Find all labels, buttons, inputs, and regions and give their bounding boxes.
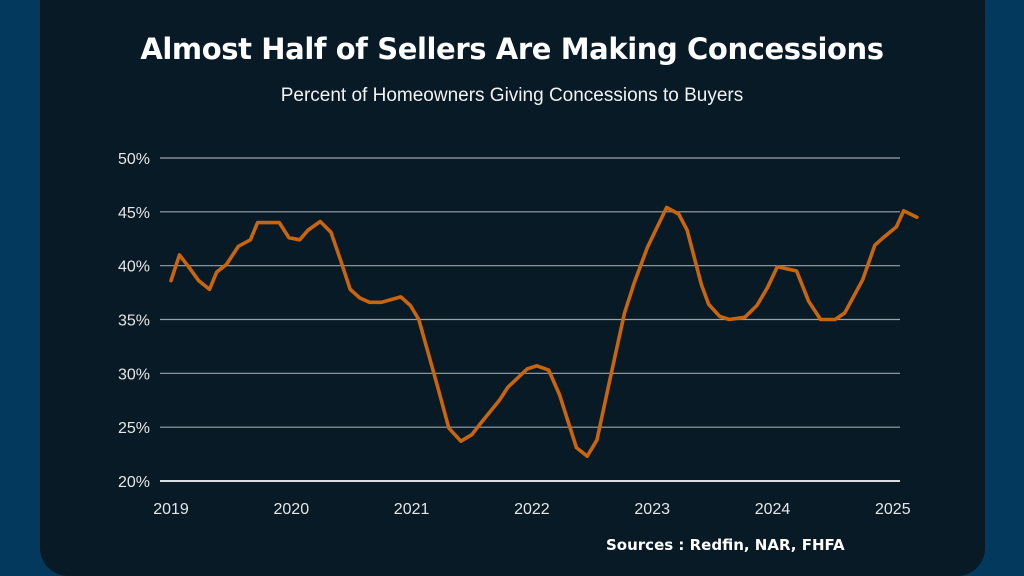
series-layer <box>169 205 919 459</box>
y-tick-label: 45% <box>118 205 150 222</box>
y-tick-label: 25% <box>118 420 150 437</box>
x-tick-label: 2025 <box>875 501 911 518</box>
y-tick-label: 35% <box>118 313 150 330</box>
x-tick-label: 2019 <box>153 501 189 518</box>
chart-title: Almost Half of Sellers Are Making Conces… <box>140 32 884 66</box>
gridlines <box>160 157 900 482</box>
y-tick-label: 30% <box>118 366 150 383</box>
x-tick-label: 2023 <box>634 501 670 518</box>
source-note: Sources : Redfin, NAR, FHFA <box>606 536 845 554</box>
x-tick-label: 2022 <box>514 501 550 518</box>
y-tick-label: 50% <box>118 151 150 168</box>
series-line <box>169 205 919 459</box>
y-tick-label: 40% <box>118 259 150 276</box>
x-tick-label: 2021 <box>394 501 430 518</box>
x-tick-label: 2020 <box>274 501 310 518</box>
y-tick-label: 20% <box>118 474 150 491</box>
x-axis: 2019 2020 2021 2022 2023 2024 2025 <box>153 501 910 518</box>
chart-subtitle: Percent of Homeowners Giving Concessions… <box>280 85 744 106</box>
y-axis: 20% 25% 30% 35% 40% 45% 50% <box>118 151 150 491</box>
x-tick-label: 2024 <box>755 501 791 518</box>
